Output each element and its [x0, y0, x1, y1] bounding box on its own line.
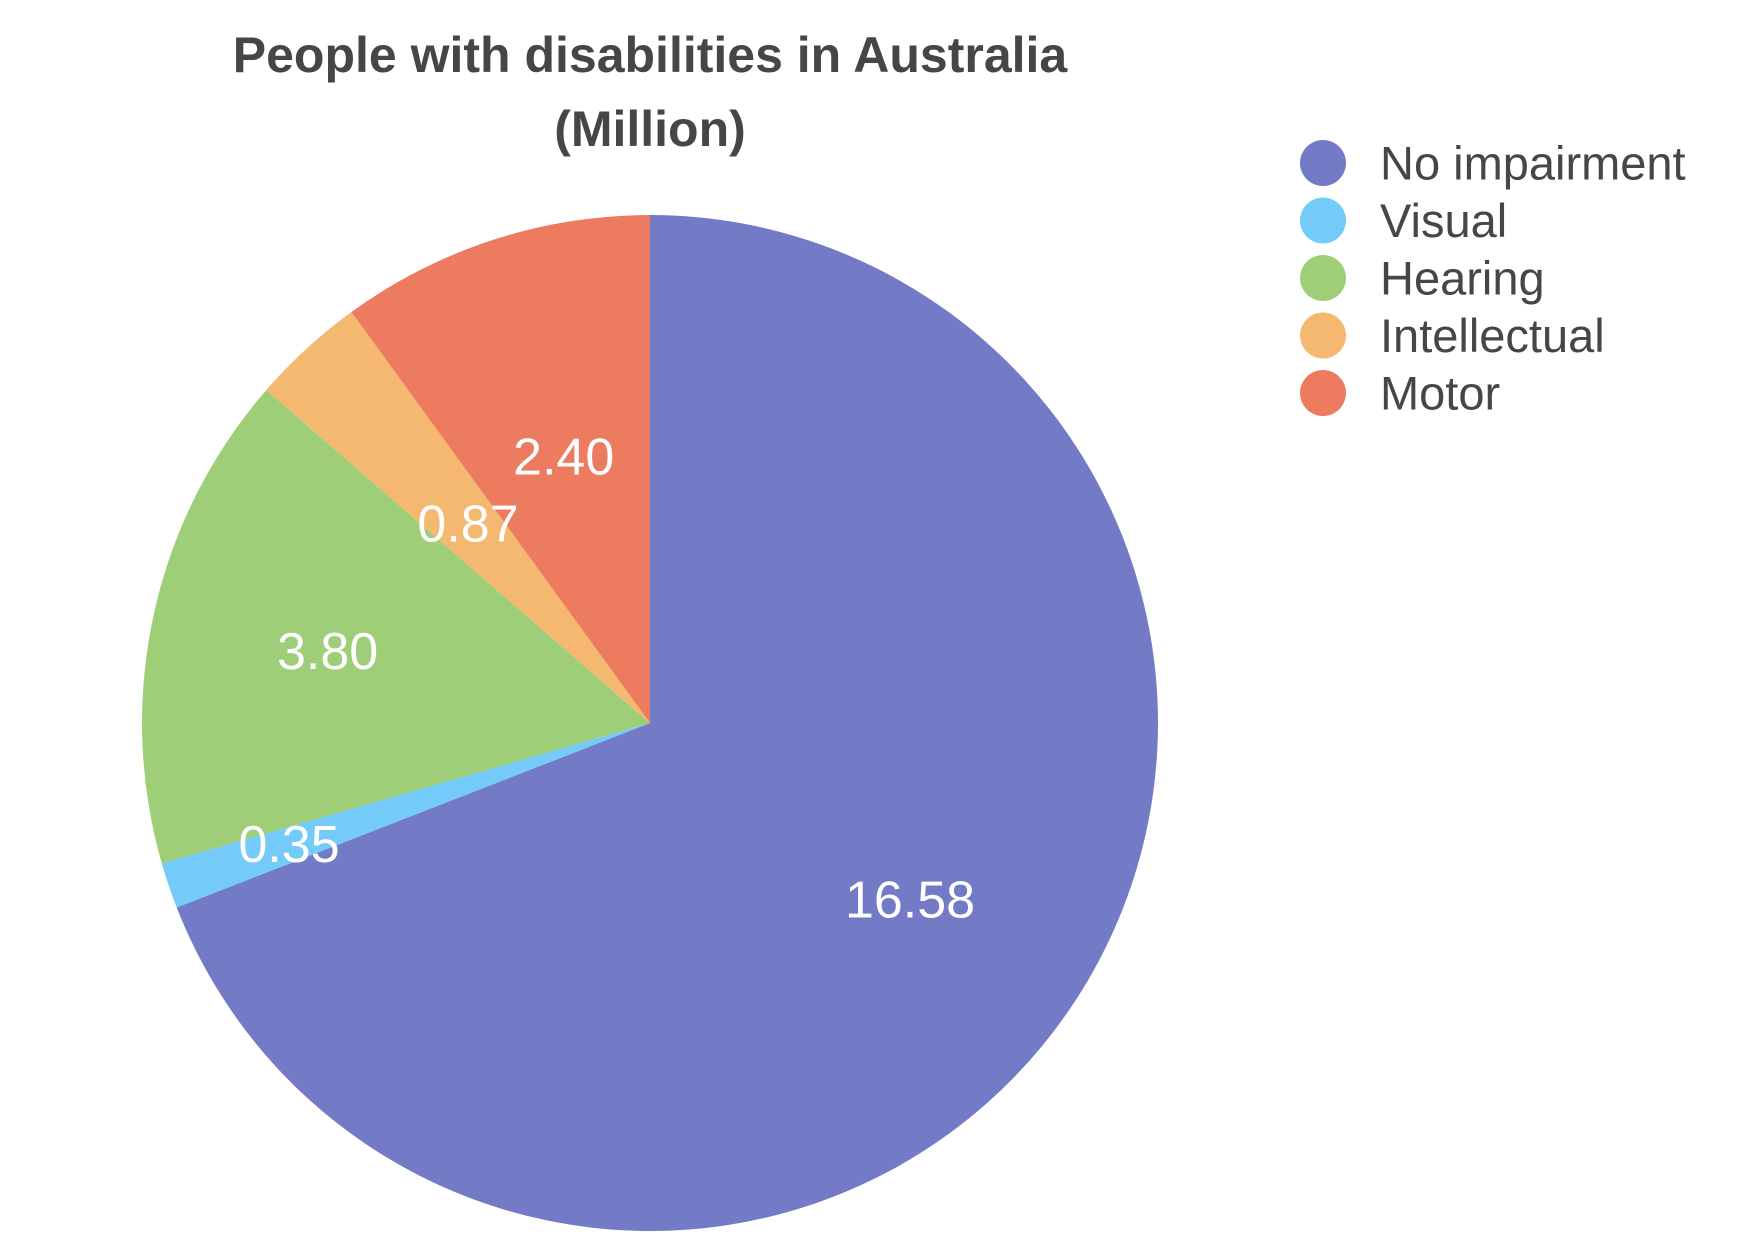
- legend-item-visual[interactable]: Visual: [1300, 194, 1507, 247]
- data-label-motor: 2.40: [513, 428, 614, 486]
- legend-marker-visual: [1300, 197, 1346, 244]
- pie-slice-hearing[interactable]: [141, 390, 650, 864]
- data-label-no-impairment: 16.58: [845, 872, 975, 930]
- legend-marker-intellectual: [1300, 312, 1346, 359]
- pie-slice-motor[interactable]: [351, 215, 650, 723]
- legend: No impairmentVisualHearingIntellectualMo…: [1300, 137, 1686, 420]
- pie-data-labels: 16.58 0.35 3.80 0.87 2.40: [238, 428, 975, 929]
- legend-marker-hearing: [1300, 255, 1346, 301]
- legend-label-visual: Visual: [1380, 194, 1507, 247]
- legend-label-motor: Motor: [1380, 367, 1500, 420]
- legend-item-no-impairment[interactable]: No impairment: [1300, 137, 1686, 190]
- legend-label-intellectual: Intellectual: [1380, 309, 1605, 362]
- legend-item-hearing[interactable]: Hearing: [1300, 252, 1545, 305]
- data-label-intellectual: 0.87: [417, 496, 518, 554]
- legend-marker-motor: [1300, 370, 1346, 416]
- pie-slice-intellectual[interactable]: [266, 312, 650, 723]
- legend-item-motor[interactable]: Motor: [1300, 367, 1500, 420]
- data-label-hearing: 3.80: [277, 623, 378, 681]
- pie-slice-no-impairment[interactable]: [176, 215, 1159, 1231]
- chart-title: People with disabilities in Australia: [233, 27, 1069, 83]
- pie-slice-visual[interactable]: [161, 723, 650, 908]
- legend-item-intellectual[interactable]: Intellectual: [1300, 309, 1605, 362]
- legend-label-no-impairment: No impairment: [1380, 137, 1686, 190]
- chart-subtitle: (Million): [554, 101, 746, 157]
- data-label-visual: 0.35: [238, 816, 339, 874]
- legend-label-hearing: Hearing: [1380, 252, 1545, 305]
- legend-marker-no-impairment: [1300, 140, 1346, 186]
- pie-slices: [141, 215, 1159, 1231]
